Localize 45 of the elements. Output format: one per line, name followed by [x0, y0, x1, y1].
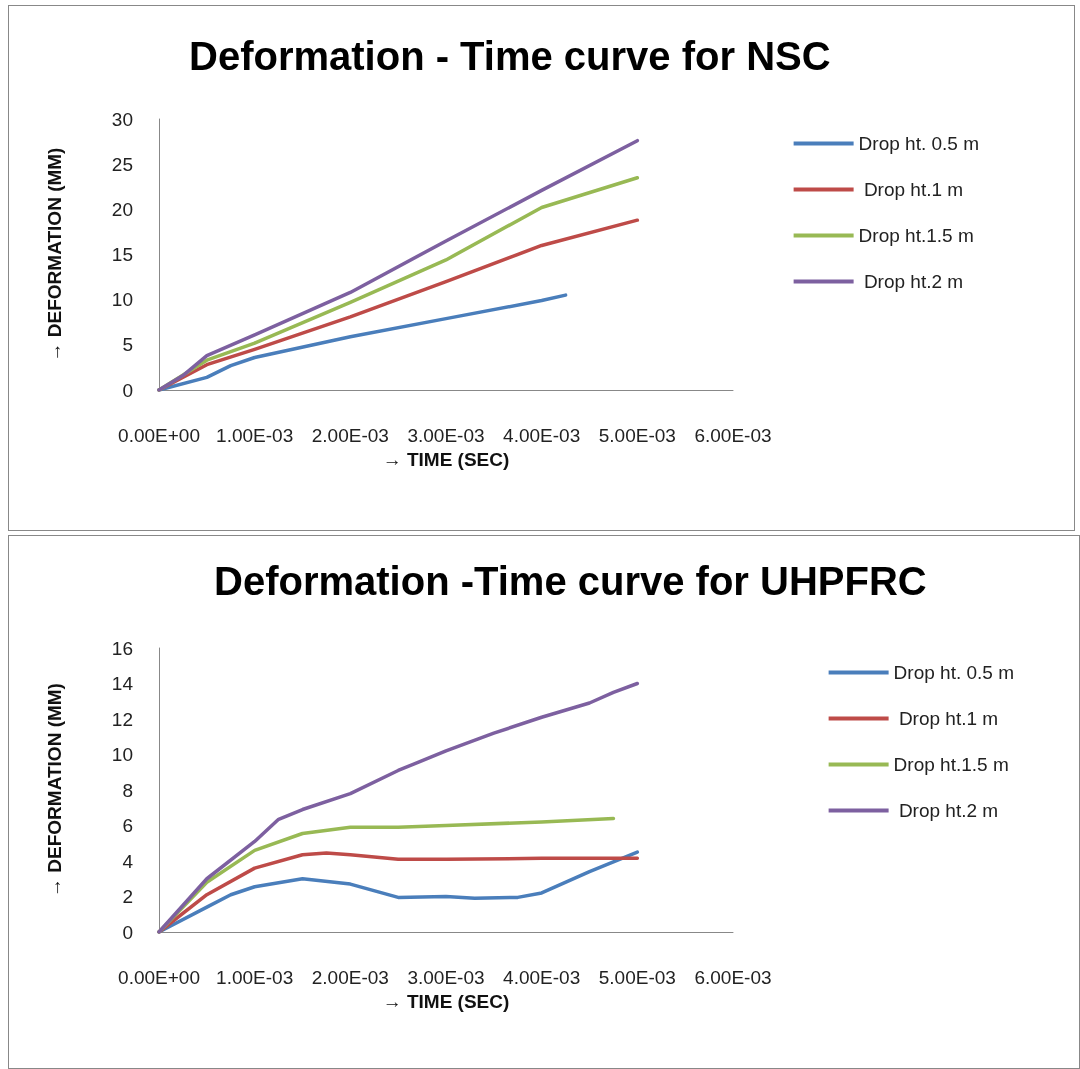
x-tick-label: 5.00E-03	[598, 967, 676, 988]
y-axis-title: → DEFORMATION (MM)	[44, 147, 65, 362]
x-tick-label: 3.00E-03	[407, 967, 485, 988]
y-tick-label: 10	[111, 289, 133, 311]
y-tick-label: 14	[111, 673, 134, 694]
x-tick-label: 4.00E-03	[503, 967, 581, 988]
x-tick-label: 3.00E-03	[407, 425, 485, 446]
legend-label: Drop ht.1.5 m	[858, 225, 974, 246]
x-tick-label: 2.00E-03	[311, 425, 389, 446]
y-tick-label: 12	[111, 708, 133, 730]
y-tick-label: 15	[111, 244, 133, 265]
x-tick-label: 5.00E-03	[598, 425, 676, 446]
y-tick-label: 10	[111, 744, 133, 765]
line-series	[157, 681, 640, 934]
x-tick-label: 0.00E+00	[118, 967, 200, 988]
x-tick-label: 0.00E+00	[118, 425, 200, 446]
y-tick-label: 20	[111, 198, 133, 220]
y-tick-label: 4	[122, 850, 134, 872]
x-tick-label: 1.00E-03	[216, 425, 294, 446]
y-tick-label: 16	[111, 637, 133, 659]
x-tick-label: 4.00E-03	[503, 425, 581, 446]
legend-label: Drop ht.1 m	[893, 708, 999, 729]
y-tick-label: 2	[122, 886, 133, 907]
chart-title: Deformation - Time curve for NSC	[189, 34, 831, 78]
x-tick-label: 2.00E-03	[311, 967, 389, 988]
x-axis-title: → TIME (SEC)	[382, 990, 510, 1012]
legend-label: Drop ht. 0.5 m	[893, 662, 1015, 683]
legend-label: Drop ht. 0.5 m	[858, 133, 980, 154]
chart-title: Deformation -Time curve for UHPFRC	[214, 559, 927, 603]
legend-label: Drop ht.2 m	[893, 800, 999, 821]
y-tick-label: 0	[122, 921, 133, 943]
x-tick-label: 6.00E-03	[694, 425, 772, 446]
y-tick-label: 8	[122, 779, 133, 801]
legend-label: Drop ht.2 m	[858, 271, 964, 292]
x-axis-title: → TIME (SEC)	[382, 448, 510, 470]
y-tick-label: 6	[122, 815, 133, 836]
y-axis-title: → DEFORMATION (MM)	[44, 683, 65, 897]
x-tick-label: 6.00E-03	[694, 967, 772, 988]
legend-label: Drop ht.1.5 m	[893, 754, 1009, 775]
legend-label: Drop ht.1 m	[858, 179, 964, 200]
y-tick-label: 30	[111, 108, 133, 130]
y-tick-label: 25	[111, 153, 133, 175]
x-tick-label: 1.00E-03	[216, 967, 294, 988]
y-tick-label: 0	[122, 379, 133, 401]
y-tick-label: 5	[122, 334, 133, 356]
